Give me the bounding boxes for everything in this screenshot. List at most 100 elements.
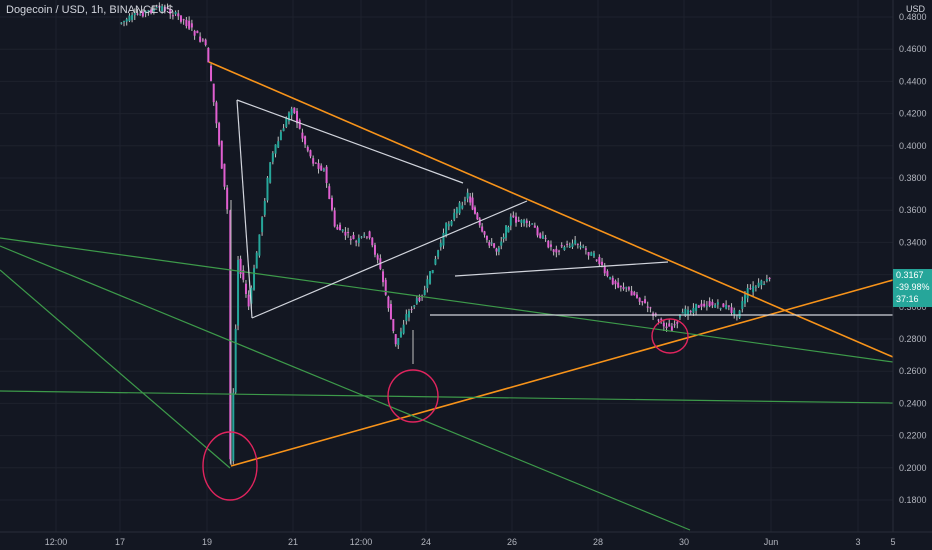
- candle-body: [193, 31, 196, 36]
- candle-body: [407, 310, 410, 318]
- candle-body: [722, 303, 725, 308]
- candle-body: [368, 231, 371, 238]
- candle-body: [234, 328, 237, 393]
- symbol-title[interactable]: Dogecoin / USD, 1h, BINANCEUS: [6, 4, 174, 16]
- triangle-upper-line: [236, 99, 464, 184]
- orange-descending-trendline: [208, 61, 894, 358]
- candle-body: [306, 147, 309, 151]
- candle-body: [512, 215, 515, 218]
- candle-body: [490, 242, 493, 244]
- candle-body: [250, 287, 253, 304]
- candle-body: [376, 255, 379, 260]
- candle-body: [125, 19, 128, 22]
- price-tick-label: 0.1800: [899, 495, 927, 505]
- candle-body: [177, 13, 180, 17]
- candle-body: [517, 220, 520, 222]
- candle-body: [703, 303, 706, 307]
- candle-body: [727, 305, 730, 307]
- candle-body: [757, 282, 760, 287]
- price-tick-label: 0.2600: [899, 366, 927, 376]
- candle-body: [571, 243, 574, 247]
- candle-body: [330, 197, 333, 210]
- candle-body: [365, 236, 368, 238]
- candle-body: [587, 252, 590, 256]
- candle-body: [147, 10, 150, 12]
- candle-body: [471, 197, 474, 210]
- candle-body: [533, 225, 536, 228]
- candle-body: [384, 279, 387, 295]
- candle-body: [355, 241, 358, 243]
- candle-body: [285, 118, 288, 127]
- time-tick-label: 24: [421, 537, 431, 547]
- candle-body: [598, 257, 601, 265]
- candle-body: [339, 224, 342, 231]
- candle-body: [244, 283, 247, 294]
- candle-body: [373, 245, 376, 255]
- candle-body: [434, 258, 437, 265]
- candle-body: [684, 308, 687, 316]
- green-trendline-middle: [0, 245, 691, 531]
- candle-body: [123, 21, 126, 23]
- candle-body: [733, 310, 736, 315]
- time-tick-label: 12:00: [350, 537, 373, 547]
- candle-body: [261, 217, 264, 233]
- candle-body: [687, 309, 690, 316]
- price-tick-label: 0.3400: [899, 237, 927, 247]
- candle-body: [752, 285, 755, 293]
- candle-body: [590, 252, 593, 256]
- candle-body: [531, 223, 534, 225]
- last-price: 0.3167: [896, 270, 924, 280]
- candle-body: [716, 302, 719, 305]
- time-tick-label: 5: [890, 537, 895, 547]
- time-axis[interactable]: 12:00 17 19 21 12:00 24 26 28 30 Jun 3 5: [45, 537, 896, 547]
- candle-body: [253, 268, 256, 290]
- candle-body: [274, 144, 277, 154]
- candle-body: [447, 224, 450, 227]
- candle-body: [458, 202, 461, 214]
- candle-body: [574, 240, 577, 244]
- triangle-left-line: [236, 99, 253, 319]
- candle-body: [523, 219, 526, 224]
- candle-body: [760, 280, 763, 286]
- candle-body: [549, 244, 552, 247]
- candle-body: [641, 301, 644, 303]
- candle-body: [247, 294, 250, 307]
- candle-body: [657, 319, 660, 321]
- candle-body: [466, 192, 469, 199]
- candle-body: [611, 277, 614, 285]
- candle-body: [665, 326, 668, 329]
- candle-body: [563, 246, 566, 250]
- candle-body: [426, 279, 429, 289]
- candle-body: [662, 322, 665, 327]
- candle-body: [495, 248, 498, 252]
- candle-body: [133, 13, 136, 16]
- candle-body: [387, 296, 390, 309]
- candle-body: [730, 307, 733, 313]
- candle-body: [128, 15, 131, 21]
- candle-body: [541, 235, 544, 239]
- candle-body: [660, 318, 663, 320]
- candle-body: [673, 324, 676, 326]
- candle-body: [258, 234, 261, 256]
- candle-body: [322, 168, 325, 171]
- candle-body: [743, 294, 746, 304]
- candle-body: [676, 321, 679, 324]
- candle-body: [139, 14, 142, 16]
- candle-body: [509, 216, 512, 226]
- candle-body: [595, 259, 598, 261]
- candle-body: [226, 187, 229, 210]
- candle-body: [469, 196, 472, 203]
- price-tick-label: 0.4800: [899, 12, 927, 22]
- candle-body: [397, 338, 400, 346]
- candle-body: [269, 162, 272, 183]
- candle-body: [301, 132, 304, 139]
- candle-body: [271, 153, 274, 162]
- candle-body: [155, 7, 158, 9]
- candle-body: [188, 20, 191, 29]
- time-tick-label: 21: [288, 537, 298, 547]
- candle-body: [218, 123, 221, 145]
- candle-body: [392, 318, 395, 332]
- candle-body: [670, 326, 673, 331]
- candle-body: [239, 258, 242, 275]
